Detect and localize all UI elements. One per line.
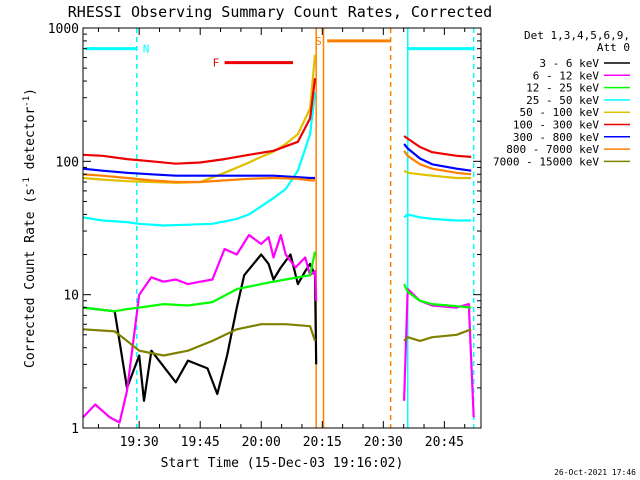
series-line-100-300-kev-after	[403, 135, 472, 158]
axes: 19:30 19:45 20:00 20:15 20:30 20:45 1 10 100 1000	[48, 22, 481, 450]
series-line-3-6-kev	[82, 253, 318, 402]
series-line-100-300-kev	[82, 78, 317, 165]
series-line-800-7000-kev	[82, 173, 315, 184]
series-line-300-800-kev	[82, 167, 315, 180]
y-tick-label-3: 1000	[48, 22, 79, 37]
y-axis-label-end: )	[23, 88, 38, 96]
series-line-50-100-kev-after	[403, 169, 472, 180]
x-tick-label-1: 19:45	[181, 435, 220, 450]
saa-flag-label: S	[315, 35, 322, 48]
night-flag-label: N	[143, 43, 150, 56]
legend-header-line1: Det 1,3,4,5,6,9,	[524, 29, 630, 42]
plot-area: N F S	[82, 28, 475, 428]
y-axis-label-mid: detector	[23, 107, 38, 178]
legend-label-50-100-kev: 50 - 100 keV	[520, 106, 600, 119]
y-axis-label-sup1: -1	[22, 177, 32, 188]
series-line-50-100-kev	[82, 54, 317, 184]
series-line-25-50-kev-after	[403, 213, 472, 222]
timestamp: 26-Oct-2021 17:46	[554, 468, 636, 477]
flare-flag-label: F	[213, 57, 220, 70]
legend-label-6-12-kev: 6 - 12 keV	[533, 69, 600, 82]
chart-title: RHESSI Observing Summary Count Rates, Co…	[68, 3, 492, 21]
legend-label-12-25-kev: 12 - 25 keV	[526, 82, 599, 95]
y-tick-label-0: 1	[71, 422, 79, 437]
legend-label-300-800-kev: 300 - 800 keV	[513, 131, 599, 144]
y-axis-label-main: Corrected Count Rate (s	[23, 188, 38, 368]
legend-label-25-50-kev: 25 - 50 keV	[526, 94, 599, 107]
legend-label-7000-15000-kev: 7000 - 15000 keV	[493, 155, 599, 168]
y-tick-label-1: 10	[63, 289, 79, 304]
series-line-12-25-kev-after	[403, 283, 472, 309]
x-tick-label-4: 20:30	[364, 435, 403, 450]
series-line-7000-15000-kev-after	[403, 328, 472, 342]
x-tick-label-0: 19:30	[120, 435, 159, 450]
legend-label-100-300-kev: 100 - 300 keV	[513, 119, 599, 132]
series-line-12-25-kev	[82, 251, 317, 313]
series-line-6-12-kev	[82, 233, 318, 424]
x-tick-label-2: 20:00	[242, 435, 281, 450]
legend-header-line2: Att 0	[597, 41, 630, 54]
legend-label-800-7000-kev: 800 - 7000 keV	[506, 143, 599, 156]
y-axis-label-sup2: -1	[22, 96, 32, 107]
legend-label-3-6-kev: 3 - 6 keV	[539, 57, 599, 70]
y-tick-label-2: 100	[56, 155, 79, 170]
series-line-300-800-kev-after	[403, 143, 472, 172]
x-axis-label: Start Time (15-Dec-03 19:16:02)	[161, 456, 404, 471]
x-tick-label-3: 20:15	[303, 435, 342, 450]
x-tick-label-5: 20:45	[425, 435, 464, 450]
series-line-6-12-kev-after	[403, 288, 475, 418]
y-axis-label: Corrected Count Rate (s-1 detector-1)	[22, 88, 38, 368]
series-line-7000-15000-kev	[82, 323, 317, 357]
series-line-800-7000-kev-after	[403, 150, 472, 176]
